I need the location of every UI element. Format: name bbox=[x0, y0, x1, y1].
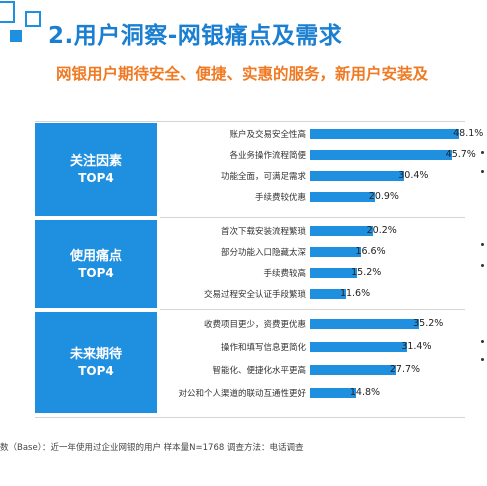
group-name: 关注因素 bbox=[69, 154, 122, 169]
category-label: 交易过程安全认证手段繁琐 bbox=[203, 290, 306, 300]
group-label-box: 未来期待 TOP4 bbox=[35, 312, 157, 413]
value-label: 45.7% bbox=[445, 149, 476, 160]
bar bbox=[310, 319, 420, 329]
value-label: 11.6% bbox=[339, 288, 371, 299]
bar bbox=[310, 365, 396, 375]
bullet-dot bbox=[481, 358, 484, 361]
value-label: 16.6% bbox=[355, 246, 386, 257]
footnote: 数（Base）：近一年使用过企业网银的用户 样本量N=1768 调查方法：电话调… bbox=[0, 443, 304, 453]
category-label: 智能化、便捷化水平更高 bbox=[212, 366, 306, 376]
category-label: 首次下载安装流程繁琐 bbox=[220, 227, 306, 237]
value-label: 15.2% bbox=[351, 267, 382, 278]
value-label: 20.2% bbox=[366, 225, 397, 236]
category-label: 手续费较高 bbox=[263, 269, 306, 279]
group-subname: TOP4 bbox=[78, 265, 114, 280]
page-title: 2.用户洞察-网银痛点及需求 bbox=[48, 23, 343, 49]
value-label: 30.4% bbox=[398, 170, 429, 181]
group-name: 使用痛点 bbox=[69, 248, 122, 264]
group-separator bbox=[160, 217, 465, 218]
value-label: 31.4% bbox=[401, 341, 432, 352]
value-label: 48.1% bbox=[453, 128, 484, 139]
bar bbox=[310, 342, 408, 352]
group-separator bbox=[160, 309, 465, 310]
value-label: 20.9% bbox=[368, 191, 399, 202]
bullet-dot bbox=[481, 264, 484, 267]
category-label: 对公和个人渠道的联动互通性更好 bbox=[178, 389, 306, 399]
chart-panel bbox=[35, 121, 465, 418]
group-subname: TOP4 bbox=[78, 364, 114, 378]
group-subname: TOP4 bbox=[78, 171, 114, 185]
category-label: 功能全面，可满足需求 bbox=[220, 172, 306, 182]
category-label: 收费项目更少，资费更优惠 bbox=[203, 320, 306, 330]
value-label: 27.7% bbox=[389, 364, 421, 375]
value-label: 14.8% bbox=[349, 387, 381, 398]
bullet-dot bbox=[481, 243, 484, 246]
category-label: 操作和填写信息更简化 bbox=[220, 343, 306, 353]
bar bbox=[310, 129, 460, 139]
group-label-box: 关注因素 TOP4 bbox=[35, 123, 157, 216]
category-label: 部分功能入口隐藏太深 bbox=[220, 248, 306, 258]
bullet-dot bbox=[481, 170, 484, 173]
bar bbox=[310, 247, 362, 257]
bullet-dot bbox=[481, 340, 484, 343]
bar bbox=[310, 192, 375, 202]
category-label: 账户及交易安全性高 bbox=[229, 130, 306, 140]
group-label-box: 使用痛点 TOP4 bbox=[35, 220, 157, 308]
bullet-dot bbox=[481, 151, 484, 154]
bar bbox=[310, 289, 346, 299]
bar bbox=[310, 388, 356, 398]
category-label: 手续费较优惠 bbox=[254, 193, 306, 203]
bar bbox=[310, 150, 452, 160]
bar bbox=[310, 226, 373, 236]
value-label: 35.2% bbox=[413, 318, 444, 329]
bar bbox=[310, 268, 358, 278]
bar bbox=[310, 171, 405, 181]
group-name: 未来期待 bbox=[69, 347, 122, 362]
category-label: 各业务操作流程简便 bbox=[229, 151, 306, 161]
page-subtitle: 网银用户期待安全、便捷、实惠的服务，新用户安装及 bbox=[56, 65, 429, 83]
corner-decoration bbox=[0, 1, 41, 42]
